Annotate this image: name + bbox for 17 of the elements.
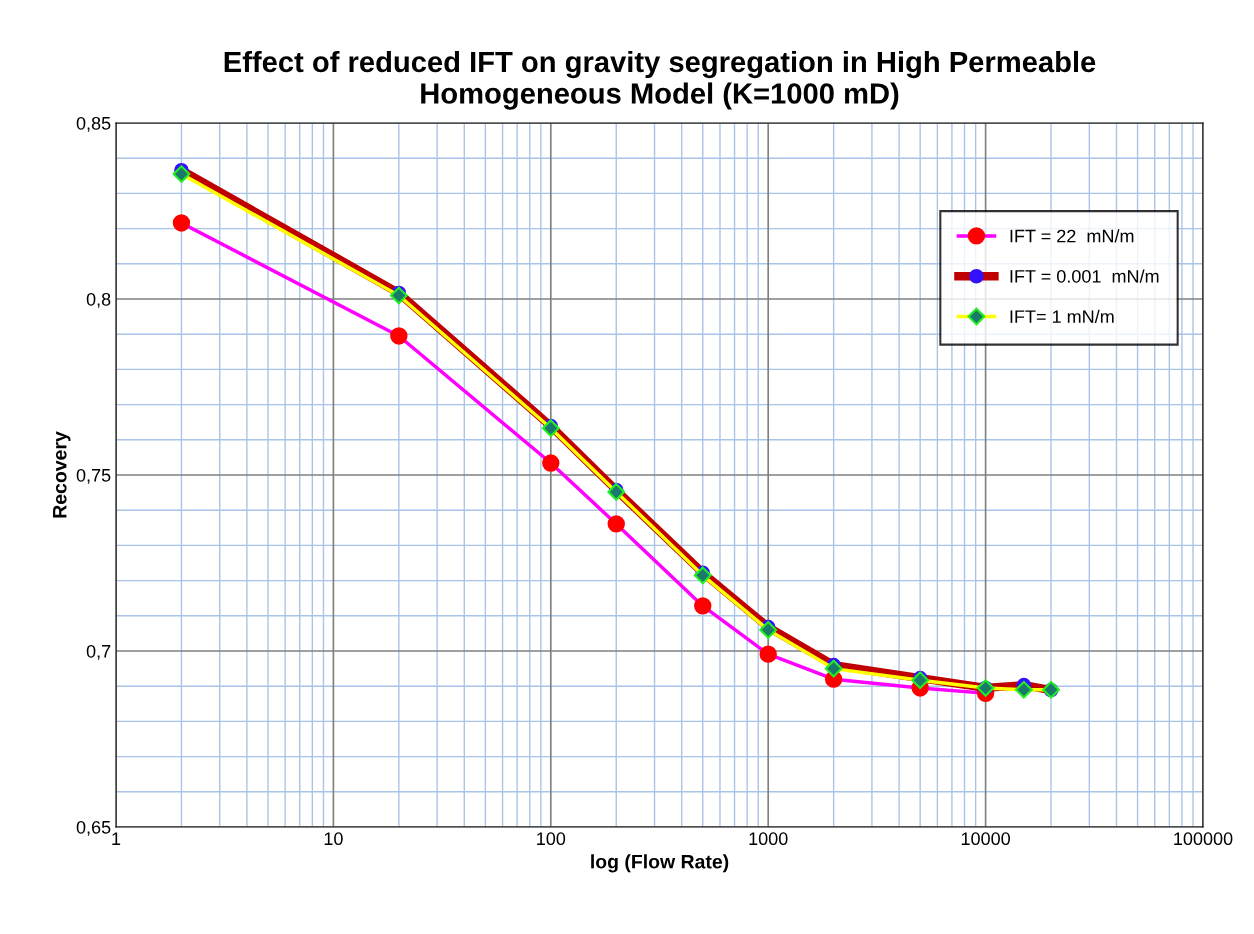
x-tick-label: 1000 — [749, 832, 788, 846]
x-tick-label: 10 — [324, 832, 343, 846]
y-tick-label: 0,65 — [76, 820, 111, 836]
chart-title: Effect of reduced IFT on gravity segregation in High Permeable Homogeneous Model (K=1000 mD) — [224, 50, 1096, 110]
legend-label: IFT = 0.001 mN/m — [1010, 269, 1159, 283]
y-tick-label: 0,7 — [86, 644, 111, 660]
legend-label: IFT = 22 mN/m — [1010, 229, 1134, 243]
x-tick-label: 100 — [537, 832, 566, 846]
y-tick-label: 0,8 — [86, 292, 111, 308]
x-axis-title: log (Flow Rate) — [591, 854, 729, 873]
y-axis-title: Recovery — [53, 431, 71, 518]
y-tick-label: 0,85 — [76, 116, 111, 132]
x-tick-label: 1 — [112, 832, 121, 845]
y-tick-label: 0,75 — [76, 468, 111, 484]
x-tick-label: 10000 — [961, 832, 1010, 846]
legend-label: IFT= 1 mN/m — [1010, 309, 1114, 324]
x-tick-label: 100000 — [1174, 832, 1233, 846]
